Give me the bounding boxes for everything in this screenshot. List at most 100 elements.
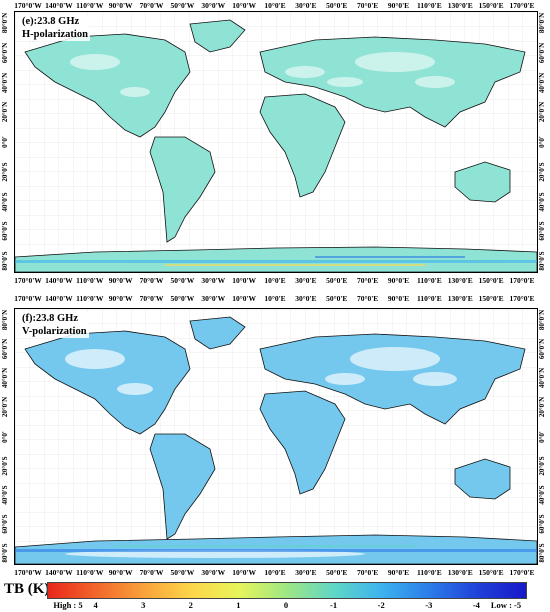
longitude-label: 110°0'E xyxy=(417,294,442,303)
latitude-label: 40°0'S xyxy=(538,485,546,505)
legend-title: TB (K) xyxy=(4,581,50,597)
longitude-label: 130°0'E xyxy=(447,276,473,285)
longitude-label: 50°0'E xyxy=(326,568,348,577)
longitude-label: 50°0'W xyxy=(170,568,195,577)
latitude-label: 20°0'S xyxy=(538,456,546,476)
latitude-label: 60°0'S xyxy=(538,221,546,241)
longitude-label: 30°0'W xyxy=(201,294,226,303)
longitude-label: 170°0'W xyxy=(14,276,42,285)
longitude-label: 50°0'E xyxy=(326,1,348,10)
latitude-label: 60°0'S xyxy=(1,514,9,534)
latitude-label: 60°0'N xyxy=(1,42,9,63)
europe-asia xyxy=(259,36,526,128)
latitude-label: 40°0'S xyxy=(1,191,9,212)
latitude-label: 80°0'S xyxy=(1,543,9,563)
latitude-label: 80°0'N xyxy=(1,12,9,34)
longitude-label: 170°0'E xyxy=(509,1,535,10)
longitude-label: 130°0'E xyxy=(447,568,473,577)
longitude-label: 90°0'E xyxy=(387,276,410,285)
panel-title-h: (e):23.8 GHz H-polarization xyxy=(20,15,90,41)
longitude-label: 30°0'W xyxy=(201,1,226,10)
latitude-label: 20°0'N xyxy=(538,102,546,123)
longitude-label: 140°0'W xyxy=(45,276,73,285)
latitude-label: 20°0'N xyxy=(538,397,546,418)
longitude-label: 70°0'E xyxy=(356,294,379,303)
longitude-label: 50°0'E xyxy=(326,294,348,303)
longitude-label: 170°0'E xyxy=(509,568,535,577)
longitude-label: 50°0'W xyxy=(170,1,195,10)
latitude-labels-right: 80°0'N 60°0'N 40°0'N 20°0'N 0°0' 20°0'S 40°0'S… xyxy=(538,308,550,563)
latitude-labels-left: 80°0'N 60°0'N 40°0'N 20°0'N 0°0' 20°0'S 40°0'S… xyxy=(1,308,13,563)
longitude-label: 170°0'W xyxy=(14,1,42,10)
latitude-label: 80°0'N xyxy=(1,309,9,331)
europe-asia xyxy=(259,333,526,425)
africa xyxy=(259,390,346,495)
longitude-label: 50°0'W xyxy=(170,294,195,303)
latitude-label: 80°0'S xyxy=(538,251,546,271)
longitude-label: 170°0'E xyxy=(509,294,535,303)
longitude-labels-top: 170°0'W 140°0'W 110°0'W 90°0'W 70°0'W 50°0'W 3… xyxy=(14,1,536,11)
longitude-label: 30°0'E xyxy=(295,294,317,303)
longitude-label: 10°0'E xyxy=(264,1,286,10)
longitude-label: 90°0'E xyxy=(387,294,410,303)
latitude-label: 40°0'N xyxy=(1,72,9,93)
longitude-labels-top: 170°0'W 140°0'W 110°0'W 90°0'W 70°0'W 50°0'W 3… xyxy=(14,294,536,304)
longitude-labels-bottom: 170°0'W 140°0'W 110°0'W 90°0'W 70°0'W 50°0'W 3… xyxy=(14,276,536,286)
longitude-label: 70°0'E xyxy=(356,568,379,577)
longitude-label: 110°0'E xyxy=(417,276,442,285)
longitude-label: 30°0'W xyxy=(201,568,226,577)
longitude-label: 30°0'E xyxy=(295,1,317,10)
colorbar-tick-label: High : 5 xyxy=(53,600,83,610)
longitude-label: 30°0'E xyxy=(295,276,317,285)
longitude-labels-bottom: 170°0'W 140°0'W 110°0'W 90°0'W 70°0'W 50°0'W 3… xyxy=(14,568,536,578)
colorbar-tick-label: 2 xyxy=(188,600,193,610)
colorbar-tick-label: 3 xyxy=(141,600,146,610)
latitude-label: 20°0'N xyxy=(1,397,9,418)
latitude-label: 0°0' xyxy=(1,136,9,148)
longitude-label: 30°0'E xyxy=(295,568,317,577)
australia xyxy=(454,458,511,500)
longitude-label: 70°0'E xyxy=(356,1,379,10)
latitude-label: 40°0'N xyxy=(538,72,546,93)
latitude-label: 40°0'S xyxy=(1,485,9,505)
latitude-label: 0°0' xyxy=(538,136,546,148)
latitude-label: 80°0'N xyxy=(538,12,546,34)
longitude-label: 170°0'W xyxy=(14,568,42,577)
antarctica-bands-h xyxy=(15,256,537,266)
latitude-label: 20°0'S xyxy=(538,162,546,182)
longitude-label: 90°0'W xyxy=(108,1,133,10)
longitude-label: 140°0'W xyxy=(45,294,73,303)
longitude-label: 110°0'W xyxy=(76,1,104,10)
longitude-label: 70°0'E xyxy=(356,276,379,285)
latitude-label: 60°0'N xyxy=(1,338,9,360)
south-america xyxy=(149,433,216,540)
greenland xyxy=(189,19,246,53)
longitude-label: 90°0'W xyxy=(108,276,133,285)
longitude-label: 10°0'E xyxy=(264,568,286,577)
latitude-label: 60°0'N xyxy=(538,42,546,63)
latitude-label: 80°0'S xyxy=(538,543,546,563)
latitude-label: 60°0'S xyxy=(1,221,9,241)
latitude-label: 20°0'S xyxy=(1,456,9,476)
colorbar-tick-label: -1 xyxy=(330,600,338,610)
map-frame-h: (e):23.8 GHz H-polarization xyxy=(14,11,538,273)
colorbar-tick-label: -3 xyxy=(425,600,433,610)
longitude-label: 10°0'E xyxy=(264,276,286,285)
panel-v-polarization: 170°0'W 140°0'W 110°0'W 90°0'W 70°0'W 50°0'W 3… xyxy=(0,292,550,579)
longitude-label: 170°0'W xyxy=(14,294,42,303)
world-map-h xyxy=(15,12,537,272)
longitude-label: 170°0'E xyxy=(509,276,535,285)
colorbar-tick-label: 1 xyxy=(236,600,241,610)
longitude-label: 110°0'W xyxy=(76,294,104,303)
north-america xyxy=(24,33,191,138)
colorbar-tick-label: 0 xyxy=(283,600,289,610)
greenland xyxy=(189,316,246,350)
longitude-label: 110°0'E xyxy=(417,1,442,10)
longitude-label: 130°0'E xyxy=(447,294,473,303)
latitude-label: 40°0'N xyxy=(1,368,9,389)
longitude-label: 140°0'W xyxy=(45,1,73,10)
colorbar-tick-label: -4 xyxy=(472,600,480,610)
latitude-label: 20°0'S xyxy=(1,162,9,182)
texture-h xyxy=(70,52,455,97)
longitude-label: 90°0'W xyxy=(108,294,133,303)
